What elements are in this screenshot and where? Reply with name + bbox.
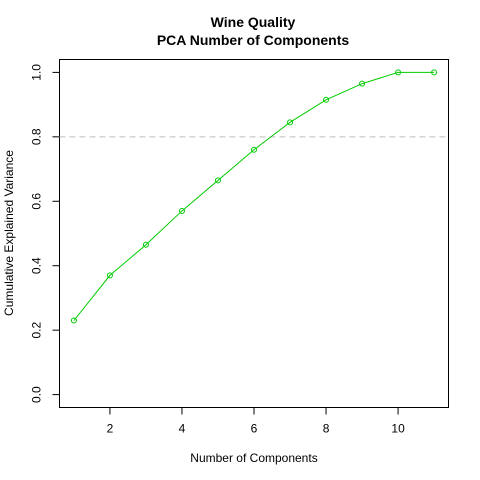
y-axis-label: Cumulative Explained Variance [2,150,16,316]
x-axis-label: Number of Components [190,451,317,465]
data-point [287,119,294,126]
data-point [323,96,330,103]
data-point [142,241,149,248]
data-point [431,69,438,76]
y-tick-label: 0.4 [30,257,44,274]
chart-title: Wine Quality [211,14,296,30]
series-line [73,71,435,321]
x-axis: 2 4 6 8 10 [107,407,405,436]
data-point [214,177,221,184]
chart-subtitle: PCA Number of Components [157,32,350,48]
plot-frame [59,59,449,408]
series-layer [70,69,438,324]
y-tick-label: 0.8 [30,128,44,145]
data-point [251,146,257,153]
data-point [395,69,402,76]
x-tick-label: 8 [323,422,330,436]
x-tick-label: 10 [391,422,405,436]
x-tick-label: 2 [107,422,114,436]
x-tick-label: 4 [179,422,186,436]
x-tick-label: 6 [251,422,258,436]
y-tick-label: 0.2 [30,322,44,339]
y-tick-label: 0.6 [30,193,44,210]
data-point [359,80,366,87]
y-tick-label: 1.0 [30,64,44,81]
data-point [178,207,185,214]
y-axis: 0.0 0.2 0.4 0.6 0.8 1.0 [30,64,60,403]
y-tick-label: 0.0 [30,386,44,403]
data-point [70,317,77,324]
data-point [106,272,113,279]
